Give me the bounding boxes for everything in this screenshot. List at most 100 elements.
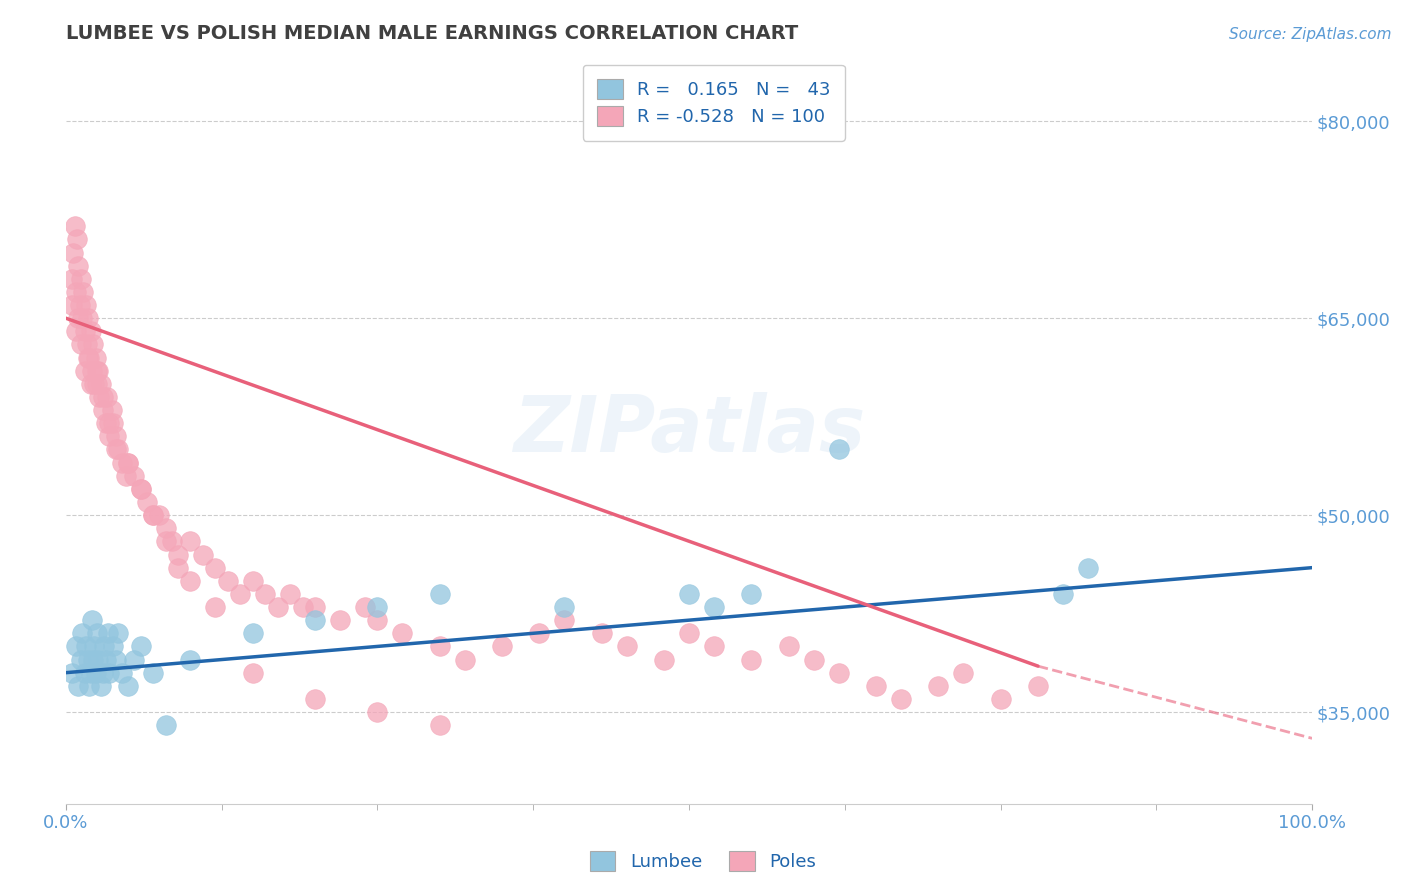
Point	[69, 272, 91, 286]
Point	[453, 652, 475, 666]
Point	[91, 403, 114, 417]
Point	[76, 337, 98, 351]
Point	[167, 548, 190, 562]
Point	[703, 600, 725, 615]
Point	[491, 640, 513, 654]
Point	[69, 298, 91, 312]
Point	[69, 337, 91, 351]
Point	[304, 613, 326, 627]
Point	[191, 548, 214, 562]
Point	[142, 665, 165, 680]
Text: ZIPatlas: ZIPatlas	[513, 392, 865, 467]
Point	[366, 613, 388, 627]
Point	[304, 600, 326, 615]
Point	[148, 508, 170, 522]
Point	[104, 652, 127, 666]
Point	[73, 324, 96, 338]
Point	[229, 587, 252, 601]
Point	[1026, 679, 1049, 693]
Point	[890, 692, 912, 706]
Point	[354, 600, 377, 615]
Point	[129, 640, 152, 654]
Point	[90, 679, 112, 693]
Point	[70, 626, 93, 640]
Legend: R =   0.165   N =   43, R = -0.528   N = 100: R = 0.165 N = 43, R = -0.528 N = 100	[583, 64, 845, 141]
Point	[96, 390, 118, 404]
Point	[827, 665, 849, 680]
Point	[179, 574, 201, 588]
Point	[678, 587, 700, 601]
Point	[160, 534, 183, 549]
Point	[291, 600, 314, 615]
Point	[114, 468, 136, 483]
Point	[77, 652, 100, 666]
Point	[678, 626, 700, 640]
Point	[87, 364, 110, 378]
Point	[616, 640, 638, 654]
Point	[129, 482, 152, 496]
Legend: Lumbee, Poles: Lumbee, Poles	[583, 844, 823, 879]
Point	[101, 640, 124, 654]
Point	[97, 626, 120, 640]
Point	[80, 665, 103, 680]
Point	[266, 600, 288, 615]
Point	[217, 574, 239, 588]
Point	[67, 679, 90, 693]
Point	[84, 665, 107, 680]
Point	[179, 652, 201, 666]
Point	[429, 587, 451, 601]
Point	[69, 652, 91, 666]
Point	[91, 390, 114, 404]
Point	[80, 376, 103, 391]
Point	[75, 298, 97, 312]
Point	[93, 640, 115, 654]
Point	[304, 692, 326, 706]
Point	[65, 324, 87, 338]
Point	[79, 351, 101, 365]
Point	[86, 626, 108, 640]
Point	[98, 416, 121, 430]
Point	[1052, 587, 1074, 601]
Point	[553, 600, 575, 615]
Point	[155, 718, 177, 732]
Text: LUMBEE VS POLISH MEDIAN MALE EARNINGS CORRELATION CHART: LUMBEE VS POLISH MEDIAN MALE EARNINGS CO…	[66, 24, 799, 43]
Point	[366, 705, 388, 719]
Point	[278, 587, 301, 601]
Point	[429, 718, 451, 732]
Point	[129, 482, 152, 496]
Point	[83, 376, 105, 391]
Point	[80, 324, 103, 338]
Point	[82, 337, 104, 351]
Point	[98, 665, 121, 680]
Point	[79, 679, 101, 693]
Point	[80, 613, 103, 627]
Point	[803, 652, 825, 666]
Point	[117, 679, 139, 693]
Point	[254, 587, 277, 601]
Point	[366, 600, 388, 615]
Point	[952, 665, 974, 680]
Point	[73, 665, 96, 680]
Point	[101, 416, 124, 430]
Point	[827, 442, 849, 457]
Point	[77, 351, 100, 365]
Point	[94, 652, 117, 666]
Point	[107, 626, 129, 640]
Point	[117, 456, 139, 470]
Point	[77, 311, 100, 326]
Point	[242, 626, 264, 640]
Point	[329, 613, 352, 627]
Point	[107, 442, 129, 457]
Point	[778, 640, 800, 654]
Point	[60, 298, 83, 312]
Point	[63, 219, 86, 234]
Point	[94, 416, 117, 430]
Point	[117, 456, 139, 470]
Point	[553, 613, 575, 627]
Point	[67, 311, 90, 326]
Point	[242, 665, 264, 680]
Point	[73, 364, 96, 378]
Point	[86, 376, 108, 391]
Point	[242, 574, 264, 588]
Point	[529, 626, 551, 640]
